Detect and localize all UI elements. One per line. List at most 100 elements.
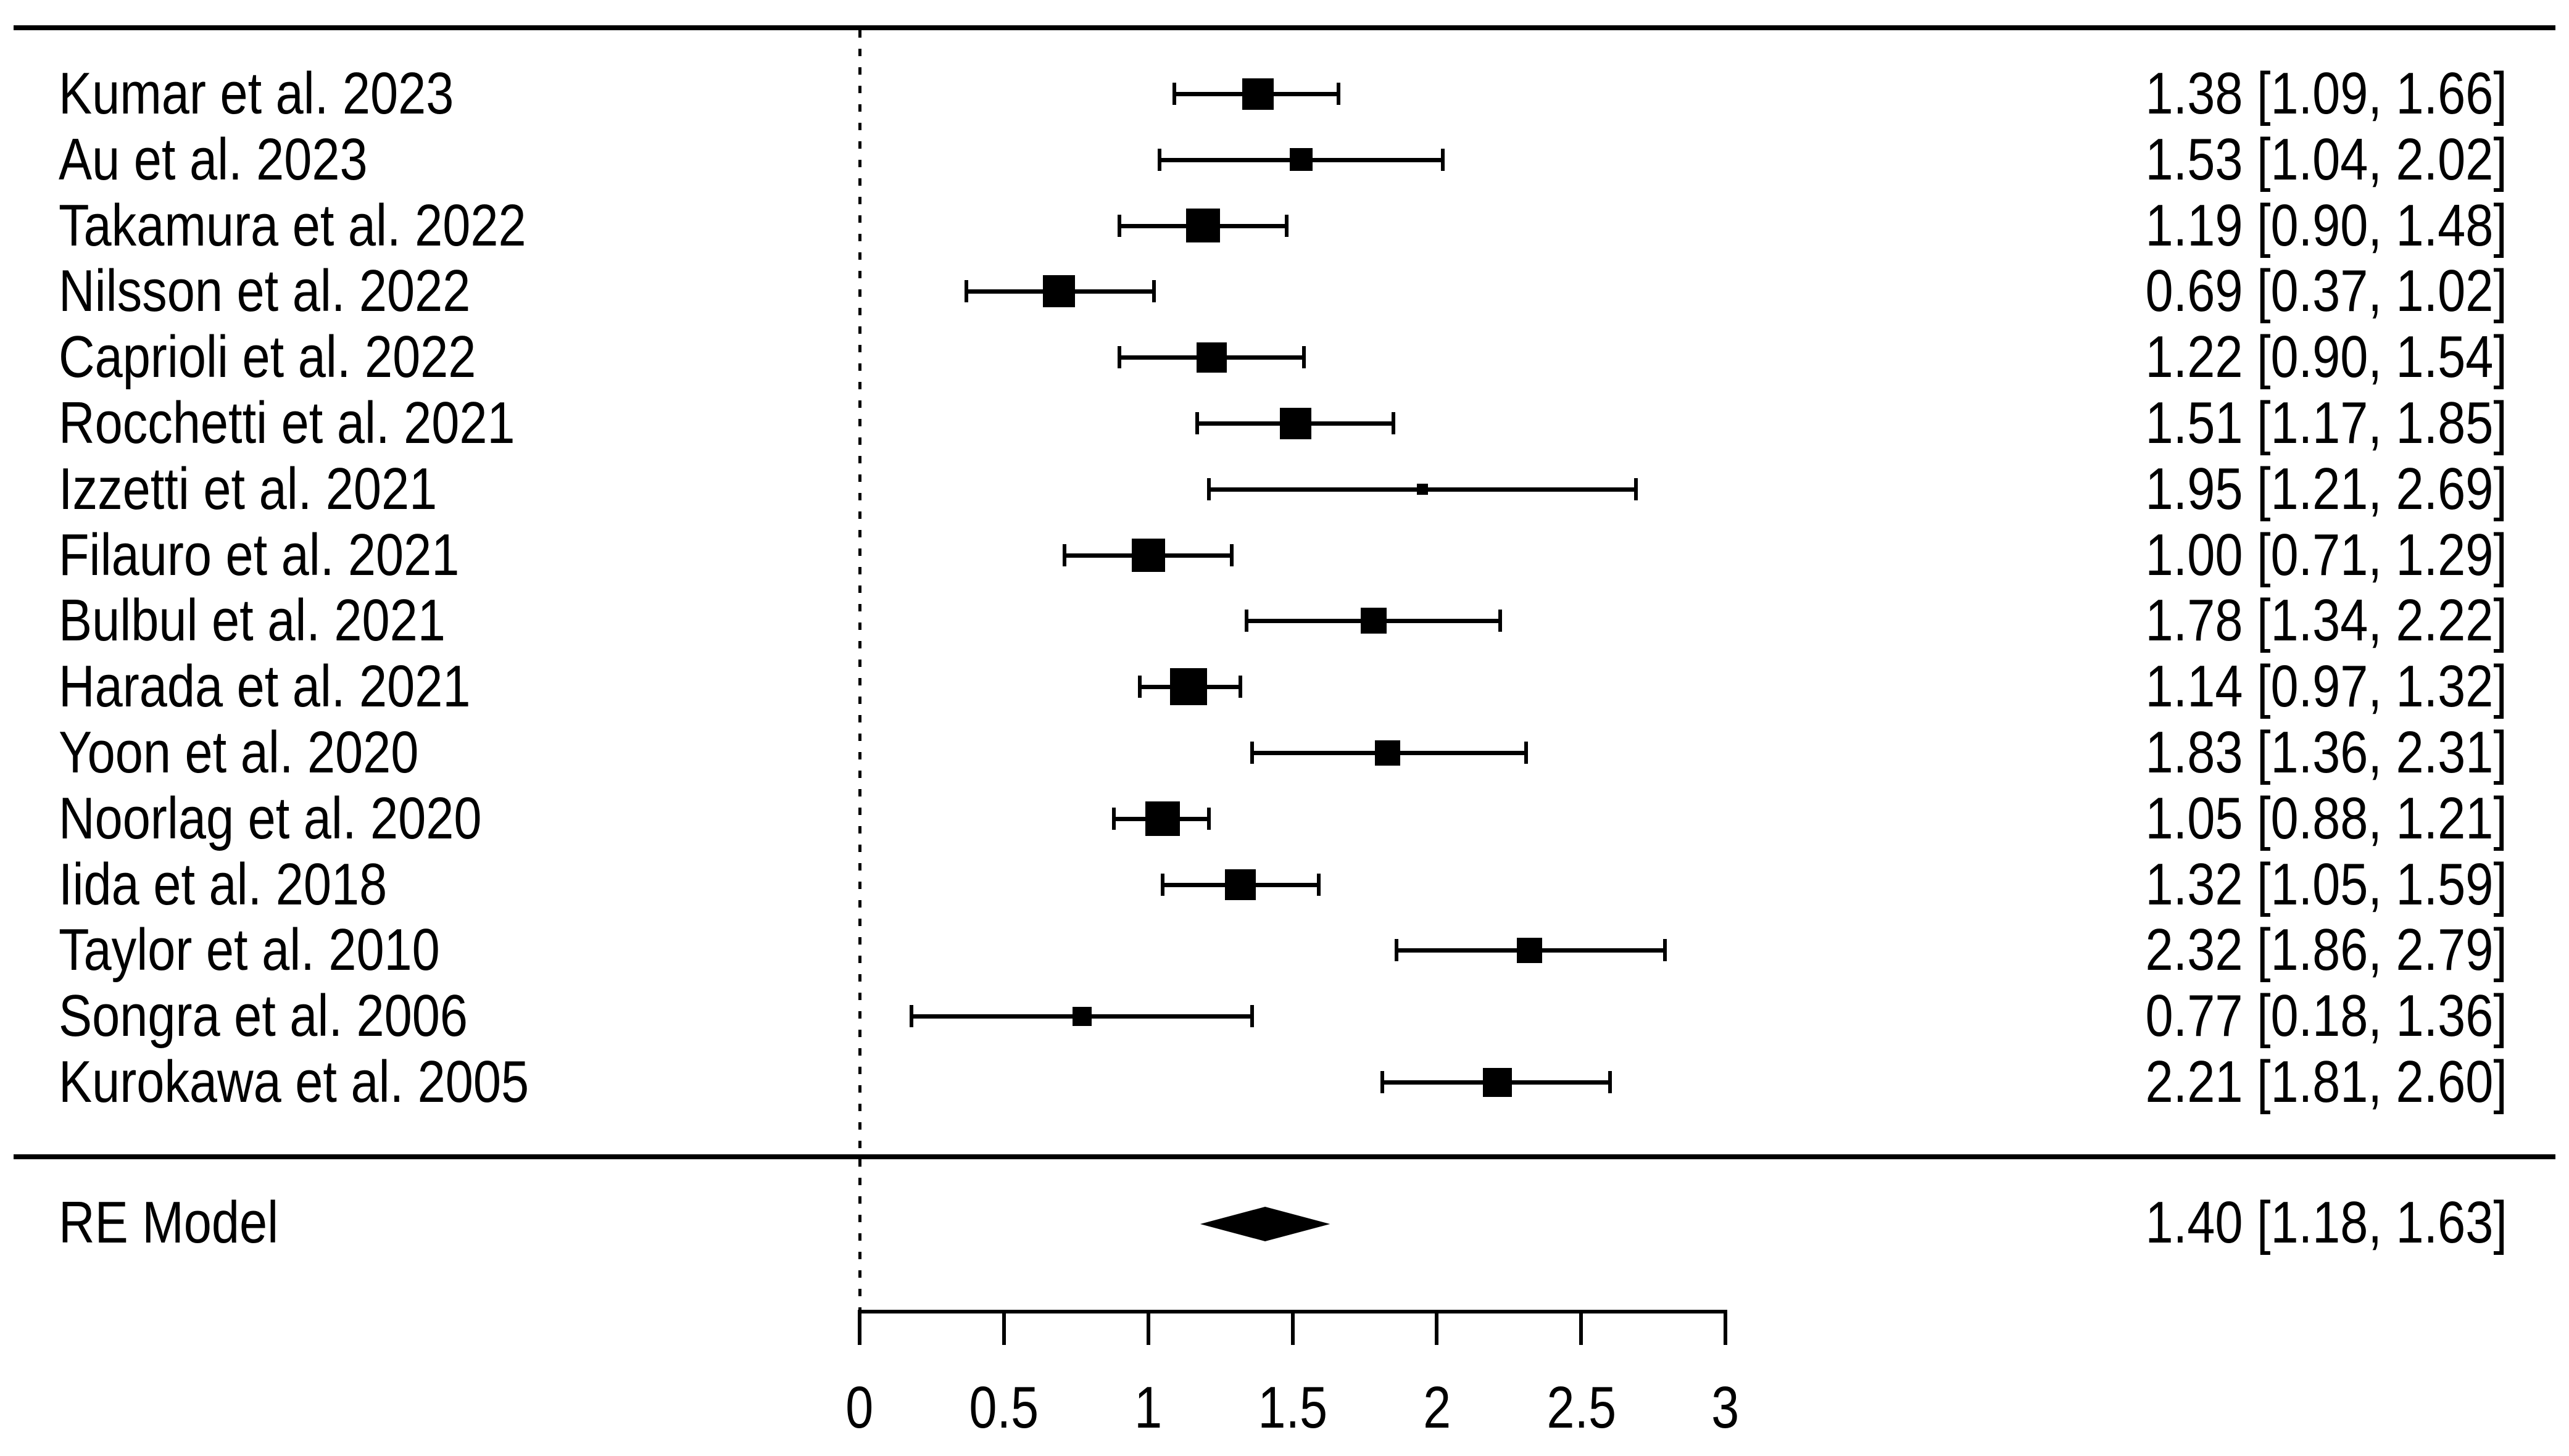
axis-tick-label: 2 (1344, 1377, 1529, 1439)
axis-tick-label: 2.5 (1488, 1377, 1674, 1439)
study-row: Au et al. 2023 1.53 [1.04, 2.02] (0, 127, 2569, 193)
summary-annotation-text: 1.40 [1.18, 1.63] (2145, 1189, 2507, 1255)
study-label: Filauro et al. 2021 (59, 524, 533, 586)
axis-tick-label: 3 (1633, 1377, 1818, 1439)
estimate-annotation-text: 1.53 [1.04, 2.02] (2145, 126, 2507, 192)
ci-cap-left (1206, 478, 1211, 500)
ci-cap-right (1316, 873, 1321, 896)
ci-cap-left (965, 280, 969, 303)
point-estimate-marker (1417, 483, 1428, 495)
ci-cap-left (1158, 148, 1162, 171)
estimate-annotation-text: 1.83 [1.36, 2.31] (2145, 719, 2507, 785)
study-label-text: Kumar et al. 2023 (59, 60, 454, 126)
estimate-annotation: 1.78 [1.34, 2.22] (2079, 590, 2507, 651)
point-estimate-marker (1186, 209, 1221, 243)
estimate-annotation: 1.95 [1.21, 2.69] (2079, 458, 2507, 520)
study-row: Taylor et al. 2010 2.32 [1.86, 2.79] (0, 917, 2569, 983)
point-estimate-marker (1072, 1006, 1092, 1026)
estimate-annotation-text: 1.00 [0.71, 1.29] (2145, 521, 2507, 588)
estimate-annotation: 1.14 [0.97, 1.32] (2079, 656, 2507, 718)
study-row: Caprioli et al. 2022 1.22 [0.90, 1.54] (0, 325, 2569, 391)
point-estimate-marker (1375, 740, 1401, 766)
point-estimate-marker (1131, 538, 1165, 572)
study-row: Nilsson et al. 2022 0.69 [0.37, 1.02] (0, 259, 2569, 325)
study-label: Kumar et al. 2023 (59, 63, 526, 125)
ci-cap-left (1195, 412, 1200, 434)
estimate-annotation: 1.53 [1.04, 2.02] (2079, 126, 2507, 192)
estimate-annotation-text: 0.69 [0.37, 1.02] (2145, 258, 2507, 325)
estimate-annotation-text: 1.38 [1.09, 1.66] (2145, 60, 2507, 126)
ci-cap-right (1337, 83, 1341, 105)
ci-cap-left (1137, 676, 1142, 698)
study-row: Rocchetti et al. 2021 1.51 [1.17, 1.85] (0, 391, 2569, 457)
study-label: Takamura et al. 2022 (59, 194, 612, 257)
study-row: Filauro et al. 2021 1.00 [0.71, 1.29] (0, 523, 2569, 589)
estimate-annotation: 0.77 [0.18, 1.36] (2079, 985, 2507, 1047)
study-label-text: Rocchetti et al. 2021 (59, 390, 515, 456)
study-label-text: Au et al. 2023 (59, 126, 368, 192)
study-label-text: Kurokawa et al. 2005 (59, 1049, 529, 1115)
study-row: Iida et al. 2018 1.32 [1.05, 1.59] (0, 852, 2569, 918)
study-label: Harada et al. 2021 (59, 656, 546, 718)
point-estimate-marker (1483, 1067, 1513, 1097)
study-row: Songra et al. 2006 0.77 [0.18, 1.36] (0, 983, 2569, 1049)
estimate-annotation-text: 1.19 [0.90, 1.48] (2145, 192, 2507, 259)
estimate-annotation: 1.83 [1.36, 2.31] (2079, 722, 2507, 784)
ci-cap-right (1662, 939, 1667, 962)
axis-tick-label-text: 1 (1134, 1375, 1163, 1441)
estimate-annotation: 2.21 [1.81, 2.60] (2079, 1051, 2507, 1113)
study-row: Noorlag et al. 2020 1.05 [0.88, 1.21] (0, 786, 2569, 852)
ci-cap-right (1206, 807, 1211, 830)
axis-tick-label-text: 0 (845, 1375, 874, 1441)
ci-cap-left (1117, 214, 1121, 237)
axis-tick (1146, 1310, 1150, 1345)
ci-cap-right (1392, 412, 1396, 434)
ci-cap-left (1117, 346, 1121, 369)
estimate-annotation: 1.32 [1.05, 1.59] (2079, 853, 2507, 916)
ci-cap-right (1440, 148, 1445, 171)
estimate-annotation: 1.38 [1.09, 1.66] (2079, 63, 2507, 125)
axis-tick (1579, 1310, 1583, 1345)
axis-tick-label: 1 (1056, 1377, 1241, 1439)
study-row: Harada et al. 2021 1.14 [0.97, 1.32] (0, 654, 2569, 720)
axis-tick-label: 1.5 (1200, 1377, 1385, 1439)
ci-cap-left (1250, 742, 1255, 764)
estimate-annotation: 1.22 [0.90, 1.54] (2079, 326, 2507, 388)
summary-label-text: RE Model (59, 1189, 279, 1255)
study-label: Taylor et al. 2010 (59, 919, 510, 981)
study-label-text: Izzetti et al. 2021 (59, 455, 438, 522)
study-label-text: Caprioli et al. 2022 (59, 324, 476, 391)
point-estimate-marker (1170, 668, 1208, 706)
ci-cap-right (1230, 544, 1234, 566)
ci-cap-right (1250, 1005, 1255, 1028)
study-label: Songra et al. 2006 (59, 985, 543, 1047)
estimate-annotation-text: 1.51 [1.17, 1.85] (2145, 390, 2507, 456)
study-label: Noorlag et al. 2020 (59, 787, 559, 850)
point-estimate-marker (1225, 869, 1256, 900)
estimate-annotation-text: 1.95 [1.21, 2.69] (2145, 455, 2507, 522)
ci-cap-left (1380, 1071, 1384, 1093)
study-label-text: Bulbul et al. 2021 (59, 587, 446, 654)
ci-cap-left (1394, 939, 1398, 962)
study-row: Takamura et al. 2022 1.19 [0.90, 1.48] (0, 193, 2569, 259)
ci-cap-right (1302, 346, 1306, 369)
axis-tick (1435, 1310, 1439, 1345)
ci-cap-left (1172, 83, 1176, 105)
study-label-text: Harada et al. 2021 (59, 653, 471, 720)
estimate-annotation-text: 1.22 [0.90, 1.54] (2145, 324, 2507, 391)
axis-tick (1724, 1310, 1728, 1345)
estimate-annotation-text: 1.14 [0.97, 1.32] (2145, 653, 2507, 720)
ci-cap-right (1498, 610, 1503, 632)
study-row: Bulbul et al. 2021 1.78 [1.34, 2.22] (0, 588, 2569, 654)
axis-tick-label-text: 2.5 (1546, 1375, 1616, 1441)
study-label: Caprioli et al. 2022 (59, 326, 552, 388)
study-row: Izzetti et al. 2021 1.95 [1.21, 2.69] (0, 457, 2569, 523)
ci-cap-right (1524, 742, 1529, 764)
axis-tick-label: 0 (767, 1377, 952, 1439)
summary-label: RE Model (59, 1192, 319, 1254)
point-estimate-marker (1290, 148, 1313, 172)
study-label: Izzetti et al. 2021 (59, 458, 507, 520)
separator-rule (14, 1154, 2555, 1159)
ci-cap-left (1161, 873, 1165, 896)
